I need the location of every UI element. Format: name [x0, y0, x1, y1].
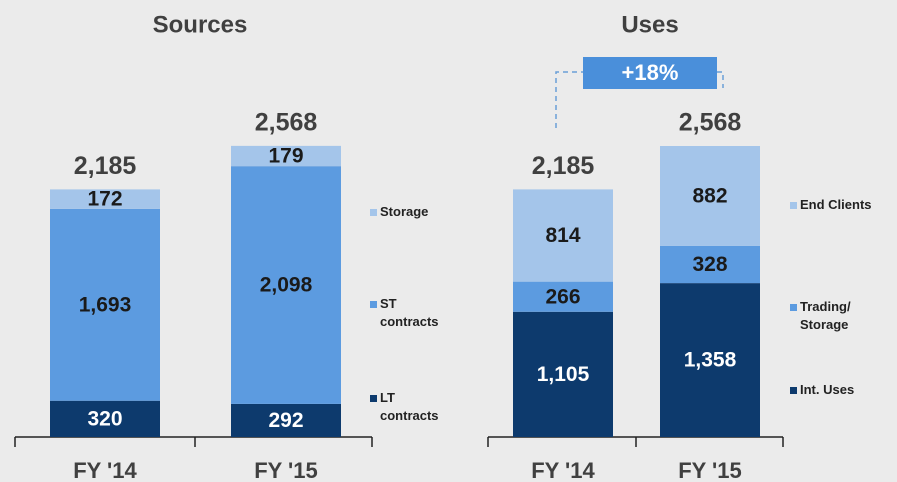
value-label: 179	[268, 145, 303, 168]
legend-entry: ST contracts	[370, 295, 442, 331]
value-label: 328	[692, 253, 727, 276]
annotation-bracket	[555, 71, 724, 128]
x-tick-label: FY '14	[73, 458, 137, 482]
legend-entry: End Clients	[790, 196, 895, 214]
chart-title: Sources	[153, 11, 248, 38]
value-label: 320	[87, 407, 122, 430]
value-label: 814	[545, 224, 580, 247]
value-label: 2,098	[260, 274, 313, 297]
total-label: 2,185	[532, 152, 595, 180]
bar-segment	[513, 189, 613, 282]
legend-entry: Int. Uses	[790, 381, 895, 399]
total-label: 2,568	[679, 109, 742, 137]
annotation: +18%	[622, 60, 679, 85]
legend-entry: Storage	[370, 203, 442, 221]
bar-segment	[513, 311, 613, 437]
bar-segment	[50, 208, 160, 401]
bar-segment	[660, 245, 760, 284]
bar-segment	[231, 166, 341, 404]
value-label: 1,358	[684, 349, 737, 372]
total-label: 2,185	[74, 152, 137, 180]
value-label: 266	[545, 285, 580, 308]
legend-entry: LT contracts	[370, 389, 442, 425]
bar-segment	[50, 400, 160, 437]
value-label: 882	[692, 185, 727, 208]
bar-segment	[50, 189, 160, 209]
value-label: 172	[87, 188, 122, 211]
value-label: 292	[268, 409, 303, 432]
annotation-box	[583, 57, 717, 89]
bar-segment	[660, 146, 760, 246]
bar-segment	[231, 145, 341, 167]
value-label: 1,693	[79, 293, 132, 316]
x-tick-label: FY '15	[254, 458, 318, 482]
legend-entry: Trading/ Storage	[790, 298, 895, 334]
value-label: 1,105	[537, 363, 590, 386]
bar-segment	[513, 281, 613, 312]
x-tick-label: FY '15	[678, 458, 742, 482]
bar-segment	[231, 403, 341, 437]
x-tick-label: FY '14	[531, 458, 595, 482]
chart-title: Uses	[621, 11, 678, 38]
total-label: 2,568	[255, 109, 318, 137]
bar-segment	[660, 283, 760, 437]
